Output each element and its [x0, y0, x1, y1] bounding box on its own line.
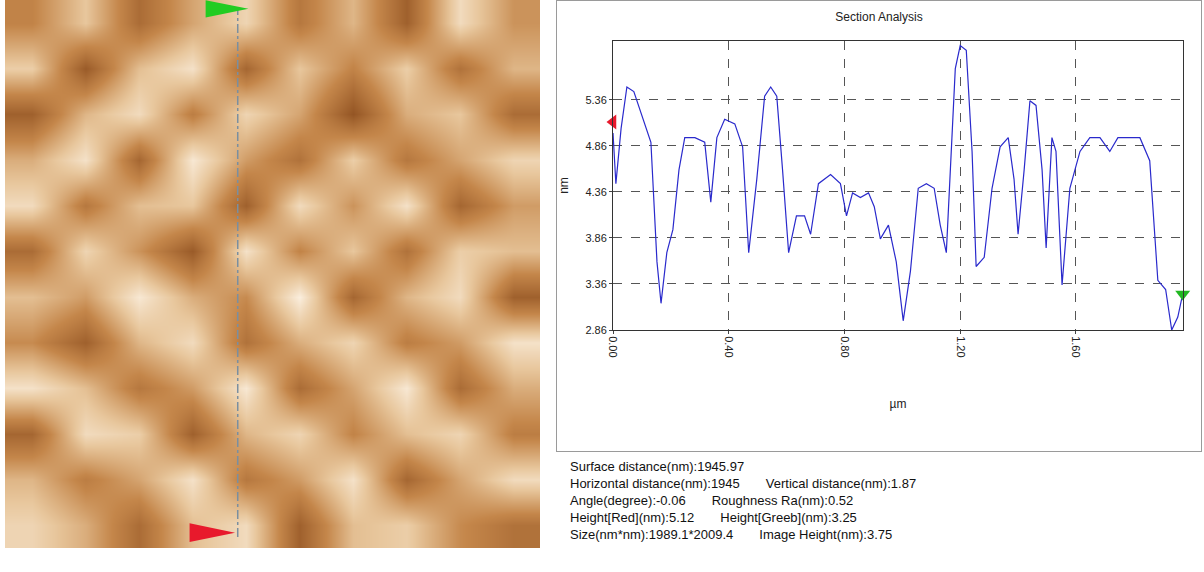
- html-text:Surface distance(nm):1945.97: Surface distance(nm):1945.97: [570, 459, 745, 474]
- svg-text:2.86: 2.86: [585, 324, 606, 336]
- html-text:Vertical distance(nm):1.87: Vertical distance(nm):1.87: [765, 476, 917, 491]
- svg-text:5.36: 5.36: [585, 94, 606, 106]
- html-text:Size(nm*nm):1989.1*2009.4: Size(nm*nm):1989.1*2009.4: [570, 527, 734, 542]
- svg-text:4.36: 4.36: [585, 186, 606, 198]
- svg-text:3.36: 3.36: [585, 278, 606, 290]
- svg-text:0.40: 0.40: [723, 336, 735, 357]
- svg-text:4.86: 4.86: [585, 140, 606, 152]
- svg-text:Section Analysis: Section Analysis: [835, 10, 922, 24]
- html-text:Angle(degree):-0.06: Angle(degree):-0.06: [570, 493, 686, 508]
- svg-text:0.80: 0.80: [839, 336, 851, 357]
- svg-text:nm: nm: [557, 177, 571, 194]
- html-text:Height[Red](nm):5.12: Height[Red](nm):5.12: [570, 510, 695, 525]
- html-text:Image Height(nm):3.75: Image Height(nm):3.75: [759, 527, 893, 542]
- svg-text:3.86: 3.86: [585, 232, 606, 244]
- html-text:Roughness Ra(nm):0.52: Roughness Ra(nm):0.52: [711, 493, 854, 508]
- svg-text:1.60: 1.60: [1070, 336, 1082, 357]
- html-text:Horizontal distance(nm):1945: Horizontal distance(nm):1945: [570, 476, 740, 491]
- svg-text:1.20: 1.20: [955, 336, 967, 357]
- html-text:Height[Greeb](nm):3.25: Height[Greeb](nm):3.25: [720, 510, 857, 525]
- svg-text:0.00: 0.00: [607, 336, 619, 357]
- svg-text:µm: µm: [890, 397, 907, 411]
